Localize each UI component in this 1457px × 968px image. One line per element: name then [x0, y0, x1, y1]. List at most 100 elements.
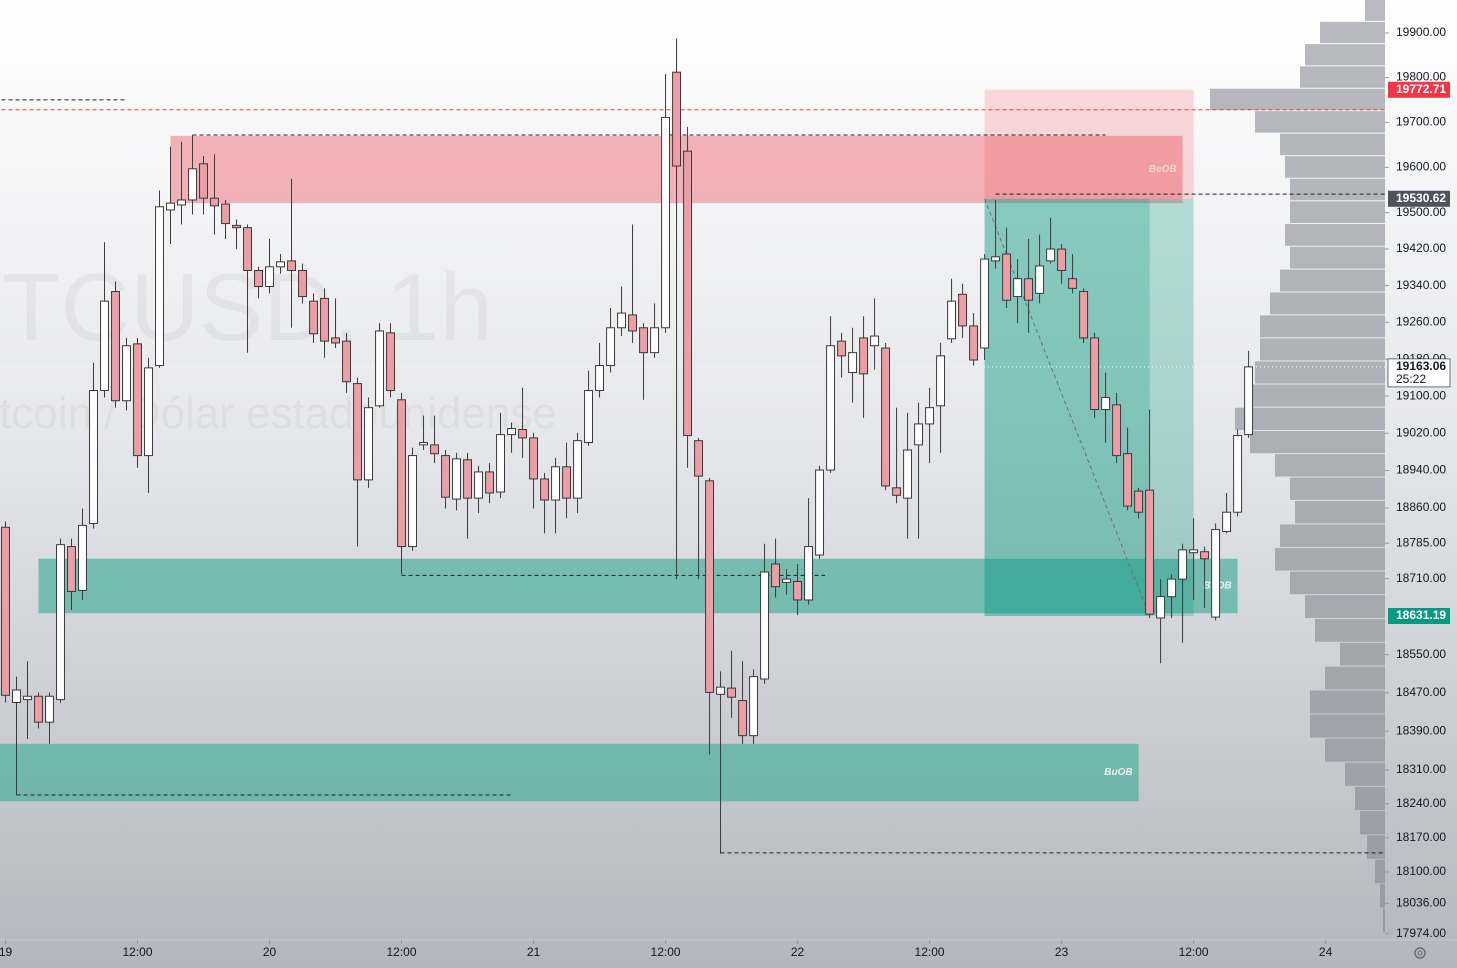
candle-down [518, 429, 527, 439]
candle-up [1046, 248, 1056, 262]
volume-profile-bar [1360, 811, 1385, 835]
candle-up [1189, 549, 1199, 554]
y-tick-label: 19600.00 [1396, 160, 1446, 174]
candle-up [661, 116, 671, 329]
plot-area: BeOBBuOBBuOB [0, 0, 1385, 933]
volume-profile-bar [1285, 156, 1385, 178]
candle-up [188, 168, 197, 201]
candle-up [573, 440, 583, 499]
candle-up [56, 544, 65, 701]
volume-profile-bar [1285, 224, 1385, 246]
candle-down [441, 455, 450, 498]
candle-up [650, 327, 660, 354]
stop-price-label: 19772.71 [1396, 82, 1446, 96]
candle-down [892, 487, 902, 496]
candle-up [584, 390, 594, 444]
y-tick-label: 18100.00 [1396, 864, 1446, 878]
candle-down [969, 325, 979, 361]
zone-label: BuOB [1104, 767, 1132, 778]
y-tick-label: 19420.00 [1396, 241, 1446, 255]
candle-down [881, 347, 891, 487]
volume-profile-bar [1325, 666, 1385, 690]
volume-profile-bar [1305, 595, 1385, 618]
candle-down [628, 314, 638, 332]
candle-down [727, 687, 737, 698]
candle-down [254, 269, 263, 287]
x-tick-label: 23 [1055, 945, 1069, 959]
volume-profile-bar [1355, 786, 1385, 811]
volume-profile-bar [1380, 884, 1385, 908]
y-tick-label: 18470.00 [1396, 685, 1446, 699]
volume-profile-bar [1280, 524, 1385, 547]
price-axis: 19900.00 19800.00 19700.00 19600.00 19500.00… [1385, 25, 1451, 940]
candle-up [991, 256, 1001, 262]
candle-up [155, 206, 164, 367]
candle-up [45, 695, 54, 723]
candle-down [485, 471, 494, 494]
candle-down [1057, 248, 1067, 271]
candle-down [859, 337, 869, 375]
x-tick-label: 21 [527, 945, 541, 959]
candle-up [870, 335, 880, 347]
candle-down [111, 291, 120, 402]
candle-up [1233, 435, 1243, 513]
bullish-zone [38, 558, 1238, 614]
y-tick-label: 18240.00 [1396, 796, 1446, 810]
volume-profile-bar [1375, 859, 1385, 884]
volume-profile-bar [1235, 407, 1385, 430]
candle-up [419, 442, 428, 446]
candle-up [276, 261, 285, 268]
volume-profile-bar [1295, 500, 1385, 524]
last-price-label: 19163.06 [1396, 359, 1446, 373]
candle-down [1123, 453, 1133, 507]
candle-up [452, 458, 461, 500]
candle-down [199, 163, 208, 199]
volume-profile-bar [1260, 338, 1385, 361]
y-tick-label: 18036.00 [1396, 895, 1446, 909]
candle-down [738, 700, 748, 737]
settings-gear[interactable] [1414, 947, 1426, 959]
volume-profile-bar [1290, 246, 1385, 269]
position-stop-area [984, 89, 1194, 199]
candle-up [265, 266, 274, 287]
candle-up [507, 428, 516, 436]
y-tick-label: 17974.00 [1396, 926, 1446, 940]
y-tick-label: 19100.00 [1396, 388, 1446, 402]
volume-profile-bar [1280, 269, 1385, 292]
candle-down [1145, 489, 1155, 615]
target-price-label: 18631.19 [1396, 608, 1446, 622]
candle-up [1244, 366, 1254, 436]
candle-down [221, 203, 230, 225]
candle-up [1178, 549, 1188, 580]
candle-up [551, 466, 561, 501]
volume-profile-bar [1310, 714, 1385, 738]
x-tick-label: 24 [1319, 945, 1333, 959]
candle-up [947, 300, 957, 340]
x-tick-label: 12:00 [915, 945, 945, 959]
countdown: 25:22 [1396, 372, 1426, 386]
x-tick-label: 12:00 [387, 945, 417, 959]
candle-up [980, 258, 990, 349]
entry-price-label-box [1388, 190, 1450, 207]
y-tick-label: 18310.00 [1396, 762, 1446, 776]
candle-up [23, 695, 32, 701]
candle-down [1134, 490, 1144, 513]
candle-down [1, 526, 10, 696]
candle-down [540, 478, 549, 501]
y-tick-label: 19700.00 [1396, 115, 1446, 129]
volume-profile-bar [1300, 66, 1385, 88]
candle-down [320, 297, 329, 342]
candle-down [133, 343, 142, 457]
candle-down [386, 332, 395, 392]
candle-up [474, 471, 483, 499]
volume-profile-bar [1260, 315, 1385, 338]
candle-down [67, 546, 76, 592]
candle-down [529, 437, 538, 480]
candle-down [430, 444, 439, 455]
candle-down [34, 695, 43, 723]
y-tick-label: 18170.00 [1396, 830, 1446, 844]
volume-profile-bar [1275, 454, 1385, 477]
candle-down [683, 150, 693, 437]
candle-up [1211, 529, 1221, 618]
candle-up [1156, 596, 1166, 619]
